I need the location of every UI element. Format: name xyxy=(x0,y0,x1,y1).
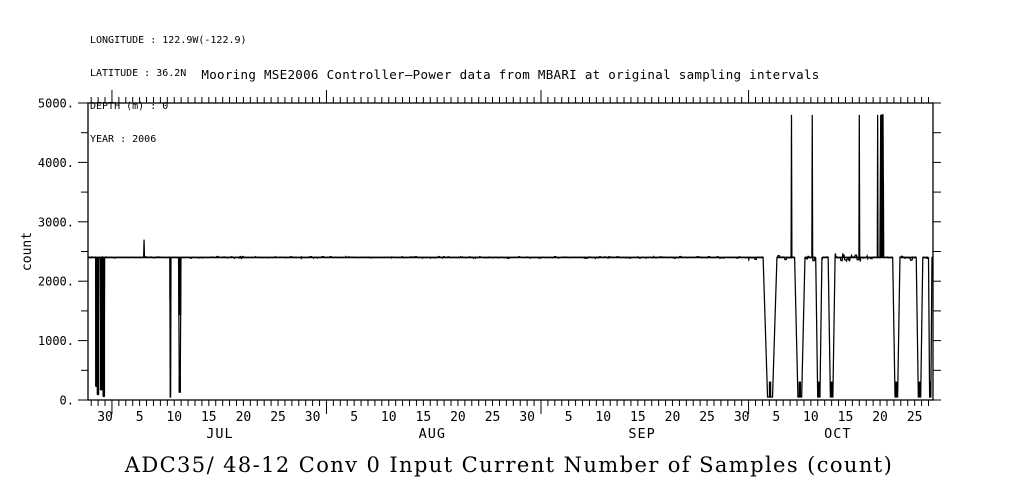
metadata-block: LONGITUDE : 122.9W(-122.9) LATITUDE : 36… xyxy=(90,13,247,167)
x-tick-label: 10 xyxy=(166,410,182,425)
y-tick-label: 3000. xyxy=(38,215,74,229)
x-tick-label: 25 xyxy=(485,410,501,425)
y-tick-label: 2000. xyxy=(38,275,74,289)
x-tick-label: 15 xyxy=(201,410,217,425)
x-tick-label: 20 xyxy=(872,410,888,425)
x-tick-label: 5 xyxy=(136,410,144,425)
data-line xyxy=(88,114,933,398)
x-tick-label: 30 xyxy=(519,410,535,425)
x-tick-label: 20 xyxy=(450,410,466,425)
x-tick-label: 5 xyxy=(772,410,780,425)
meta-year: YEAR : 2006 xyxy=(90,134,157,145)
x-tick-label: 5 xyxy=(350,410,358,425)
month-label: OCT xyxy=(824,426,851,442)
x-tick-label: 25 xyxy=(699,410,715,425)
meta-depth: DEPTH (m) : 0 xyxy=(90,101,169,112)
y-tick-label: 5000. xyxy=(38,97,74,111)
x-tick-label: 15 xyxy=(416,410,432,425)
chart-title: Mooring MSE2006 Controller–Power data fr… xyxy=(201,67,820,82)
x-tick-label: 25 xyxy=(270,410,286,425)
x-tick-label: 25 xyxy=(907,410,923,425)
x-tick-label: 5 xyxy=(565,410,573,425)
month-label: AUG xyxy=(419,426,446,442)
y-tick-label: 4000. xyxy=(38,156,74,170)
x-tick-label: 10 xyxy=(595,410,611,425)
x-tick-label: 10 xyxy=(803,410,819,425)
x-tick-label: 15 xyxy=(630,410,646,425)
x-tick-label: 30 xyxy=(734,410,750,425)
y-tick-label: 0. xyxy=(60,394,74,408)
meta-latitude: LATITUDE : 36.2N xyxy=(90,68,187,79)
y-axis-title: count xyxy=(20,232,35,271)
plot-border xyxy=(87,102,934,401)
x-tick-label: 20 xyxy=(665,410,681,425)
x-tick-label: 30 xyxy=(97,410,113,425)
meta-longitude: LONGITUDE : 122.9W(-122.9) xyxy=(90,35,247,46)
x-tick-label: 10 xyxy=(381,410,397,425)
month-label: JUL xyxy=(206,426,233,442)
x-tick-label: 30 xyxy=(305,410,321,425)
variable-title: ADC35/ 48-12 Conv 0 Input Current Number… xyxy=(124,453,894,477)
y-tick-label: 1000. xyxy=(38,334,74,348)
x-tick-label: 20 xyxy=(236,410,252,425)
x-tick-label: 15 xyxy=(838,410,854,425)
month-label: SEP xyxy=(628,426,655,442)
